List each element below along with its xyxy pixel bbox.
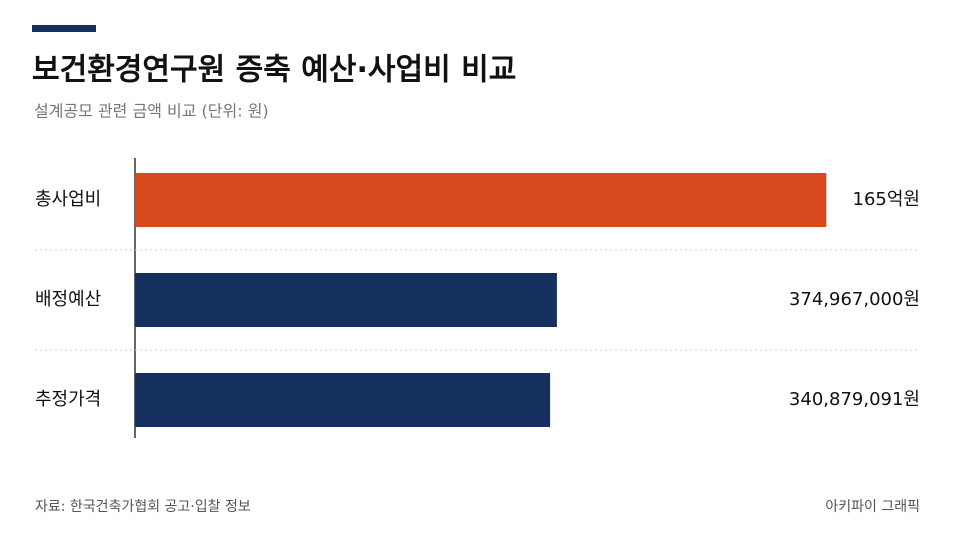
- category-label: 배정예산: [35, 289, 101, 310]
- bar: [135, 273, 557, 327]
- bar: [135, 373, 551, 427]
- source: 자료: 한국건축가협회 공고·입찰 정보: [35, 499, 251, 515]
- accent-bar: [32, 25, 96, 32]
- value-label: 374,967,000원: [789, 289, 920, 310]
- category-label: 추정가격: [35, 389, 101, 410]
- value-label: 340,879,091원: [789, 389, 920, 410]
- value-label: 165억원: [853, 189, 920, 210]
- chart-subtitle: 설계공모 관련 금액 비교 (단위: 원): [34, 102, 269, 121]
- bar: [135, 173, 827, 227]
- category-label: 총사업비: [35, 189, 101, 210]
- credit: 아키파이 그래픽: [825, 499, 920, 515]
- chart-title: 보건환경연구원 증축 예산·사업비 비교: [32, 53, 516, 88]
